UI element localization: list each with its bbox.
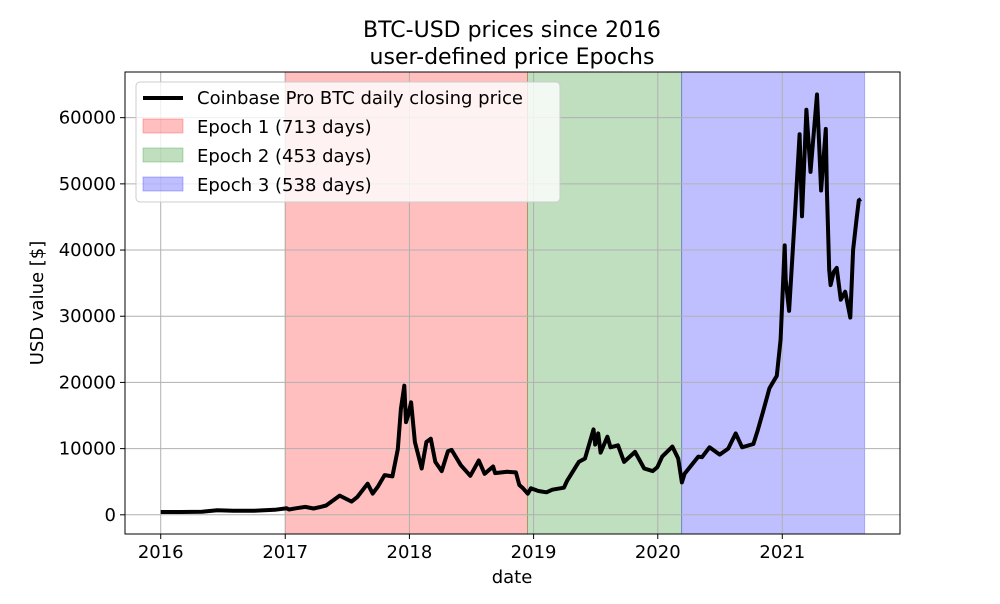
x-axis-label: date [492,567,533,588]
legend-swatch-epoch-3 [142,176,184,192]
x-tick-label: 2021 [759,542,805,563]
y-tick-label: 50000 [59,174,116,195]
legend-label-epoch-3: Epoch 3 (538 days) [197,175,372,196]
legend-label-price: Coinbase Pro BTC daily closing price [197,88,523,109]
legend-swatch-epoch-1 [142,118,184,134]
y-tick-label: 10000 [59,439,116,460]
legend-label-epoch-2: Epoch 2 (453 days) [197,146,372,167]
legend-swatch-epoch-2 [142,147,184,163]
chart-title-line-1: BTC-USD prices since 2016 [363,18,661,43]
y-axis-label: USD value [$] [27,241,48,366]
chart-title-line-2: user-defined price Epochs [370,45,655,70]
legend: Coinbase Pro BTC daily closing price Epoc… [135,81,561,203]
x-tick-label: 2020 [635,542,681,563]
legend-box [135,81,561,203]
epoch-span-3 [681,71,866,535]
legend-label-epoch-1: Epoch 1 (713 days) [197,117,372,138]
y-tick-label: 40000 [59,240,116,261]
y-tick-label: 60000 [59,108,116,129]
y-tick-label: 0 [105,505,116,526]
plot-frame [124,71,901,535]
price-line [160,92,862,514]
x-tick-label: 2018 [387,542,433,563]
x-tick-label: 2017 [262,542,308,563]
x-tick-label: 2016 [138,542,184,563]
y-tick-label: 20000 [59,372,116,393]
y-tick-label: 30000 [59,306,116,327]
x-tick-label: 2019 [511,542,557,563]
